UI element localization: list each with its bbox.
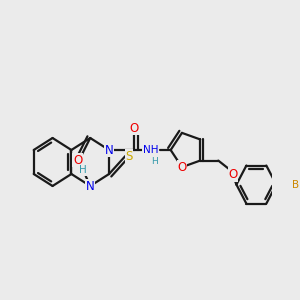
Text: Br: Br bbox=[292, 180, 300, 190]
Text: NH: NH bbox=[143, 145, 158, 155]
Text: O: O bbox=[177, 160, 187, 174]
Text: S: S bbox=[125, 149, 133, 163]
Text: O: O bbox=[130, 122, 139, 134]
Text: H: H bbox=[79, 165, 87, 175]
Text: O: O bbox=[73, 154, 82, 166]
Text: H: H bbox=[151, 158, 158, 166]
Text: N: N bbox=[105, 143, 113, 157]
Text: O: O bbox=[228, 168, 237, 181]
Text: N: N bbox=[86, 179, 94, 193]
